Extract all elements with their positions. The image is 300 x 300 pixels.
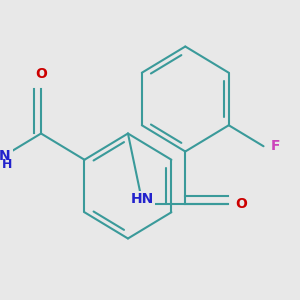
- Text: HN: HN: [131, 193, 154, 206]
- Text: O: O: [235, 197, 247, 211]
- Text: F: F: [271, 139, 280, 153]
- Text: O: O: [35, 68, 47, 81]
- Text: H: H: [2, 158, 12, 171]
- Text: N: N: [0, 149, 10, 163]
